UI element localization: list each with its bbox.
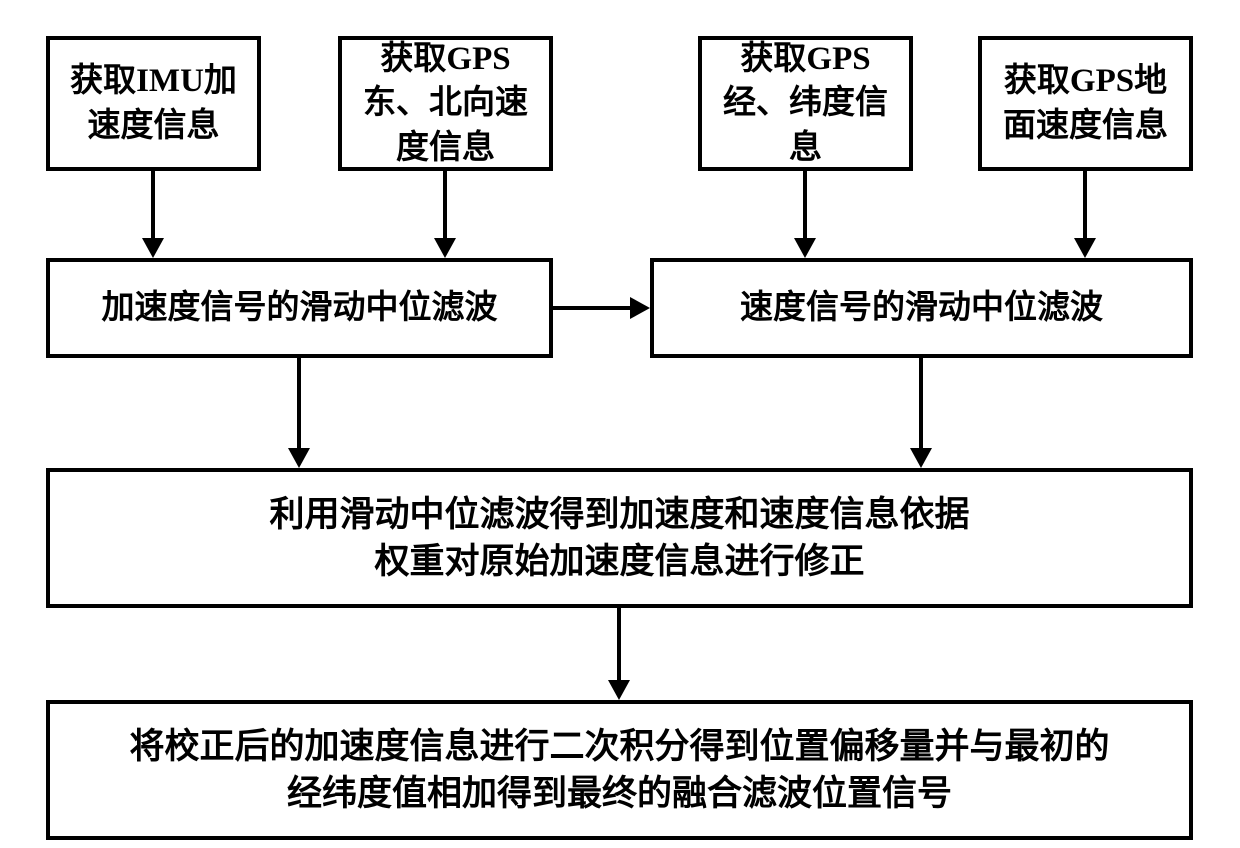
box-weight-correction: 利用滑动中位滤波得到加速度和速度信息依据权重对原始加速度信息进行修正 [46,468,1193,608]
box-imu-accel: 获取IMU加速度信息 [46,36,261,171]
arrow-head-icon [434,238,456,258]
box-final-fusion: 将校正后的加速度信息进行二次积分得到位置偏移量并与最初的经纬度值相加得到最终的融… [46,700,1193,840]
arrow-head-icon [910,448,932,468]
arrow-line [151,171,155,239]
arrow-head-icon [630,297,650,319]
arrow-head-icon [142,238,164,258]
arrow-head-icon [288,448,310,468]
box-accel-median-filter: 加速度信号的滑动中位滤波 [46,258,553,358]
arrow-head-icon [1074,238,1096,258]
arrow-line [553,306,631,310]
arrow-head-icon [794,238,816,258]
box-gps-velocity-en: 获取GPS东、北向速度信息 [338,36,553,171]
box-gps-ground-speed: 获取GPS地面速度信息 [978,36,1193,171]
arrow-line [1083,171,1087,239]
box-gps-lonlat: 获取GPS经、纬度信息 [698,36,913,171]
arrow-line [919,358,923,449]
arrow-line [617,608,621,681]
arrow-line [803,171,807,239]
flowchart-container: 获取IMU加速度信息 获取GPS东、北向速度信息 获取GPS经、纬度信息 获取G… [0,0,1240,848]
arrow-line [297,358,301,449]
arrow-line [443,171,447,239]
box-velocity-median-filter: 速度信号的滑动中位滤波 [650,258,1193,358]
arrow-head-icon [608,680,630,700]
